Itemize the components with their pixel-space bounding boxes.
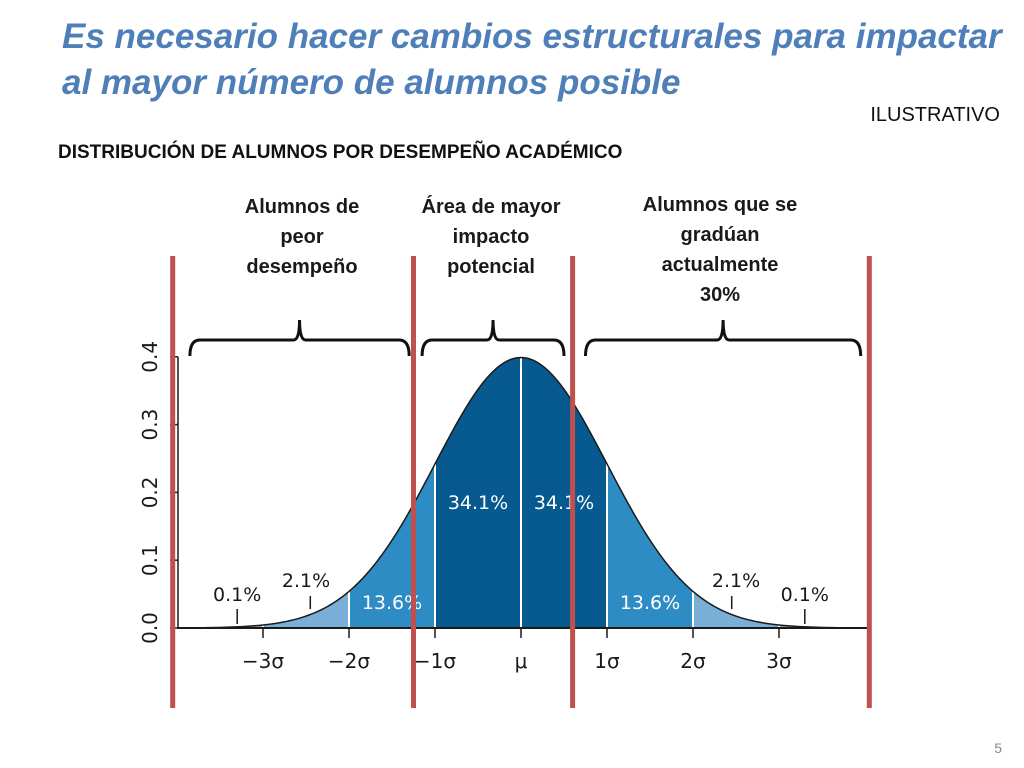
- label-graduating: Alumnos que se gradúan actualmente 30%: [610, 190, 830, 310]
- x-tick-label-6: 3σ: [766, 649, 792, 673]
- percent-label-6: 0.1%: [213, 584, 261, 606]
- percent-label-2: 13.6%: [362, 592, 422, 614]
- x-tick-label-1: −2σ: [328, 649, 370, 673]
- x-tick-label-5: 2σ: [680, 649, 706, 673]
- label-high-line-2: gradúan: [680, 224, 760, 246]
- percent-label-1: 34.1%: [534, 492, 594, 514]
- label-mid-line-1: Área de mayor: [421, 196, 561, 218]
- label-mid-line-3: potencial: [447, 256, 535, 278]
- title-line-1: Es necesario hacer cambios estructurales…: [62, 17, 1002, 56]
- percent-label-7: 0.1%: [781, 584, 829, 606]
- x-tick-label-0: −3σ: [242, 649, 284, 673]
- label-high-line-4: 30%: [699, 284, 741, 306]
- label-low-performance: Alumnos de peor desempeño: [212, 192, 392, 282]
- percent-label-0: 34.1%: [448, 492, 508, 514]
- percent-label-5: 2.1%: [712, 570, 760, 592]
- percent-label-4: 2.1%: [282, 570, 330, 592]
- y-tick-label-1: 0.1: [138, 544, 162, 576]
- slide-title: Es necesario hacer cambios estructurales…: [62, 14, 1002, 106]
- band-area-5: [693, 591, 779, 628]
- label-high-impact: Área de mayor impacto potencial: [400, 192, 582, 282]
- group-bracket-2: [584, 319, 863, 357]
- illustrative-tag: ILUSTRATIVO: [870, 104, 1000, 126]
- y-tick-label-0: 0.0: [138, 612, 162, 644]
- label-mid-line-2: impacto: [452, 226, 530, 248]
- y-tick-label-3: 0.3: [138, 409, 162, 441]
- x-tick-label-3: μ: [515, 649, 528, 673]
- group-bracket-1: [420, 319, 566, 357]
- label-high-line-3: actualmente: [661, 254, 779, 276]
- y-tick-label-4: 0.4: [138, 341, 162, 373]
- label-low-line-2: peor: [280, 226, 324, 248]
- density-curve: [176, 356, 866, 629]
- band-area-4: [263, 591, 349, 628]
- percent-label-3: 13.6%: [620, 592, 680, 614]
- group-bracket-0: [188, 319, 411, 357]
- title-line-2: al mayor número de alumnos posible: [62, 63, 681, 102]
- label-low-line-1: Alumnos de: [244, 196, 360, 218]
- label-low-line-3: desempeño: [246, 256, 358, 278]
- label-high-line-1: Alumnos que se: [642, 194, 798, 216]
- y-tick-label-2: 0.2: [138, 476, 162, 508]
- page-number: 5: [994, 740, 1002, 756]
- x-tick-label-2: −1σ: [414, 649, 456, 673]
- x-tick-label-4: 1σ: [594, 649, 620, 673]
- chart-subtitle: DISTRIBUCIÓN DE ALUMNOS POR DESEMPEÑO AC…: [58, 142, 623, 163]
